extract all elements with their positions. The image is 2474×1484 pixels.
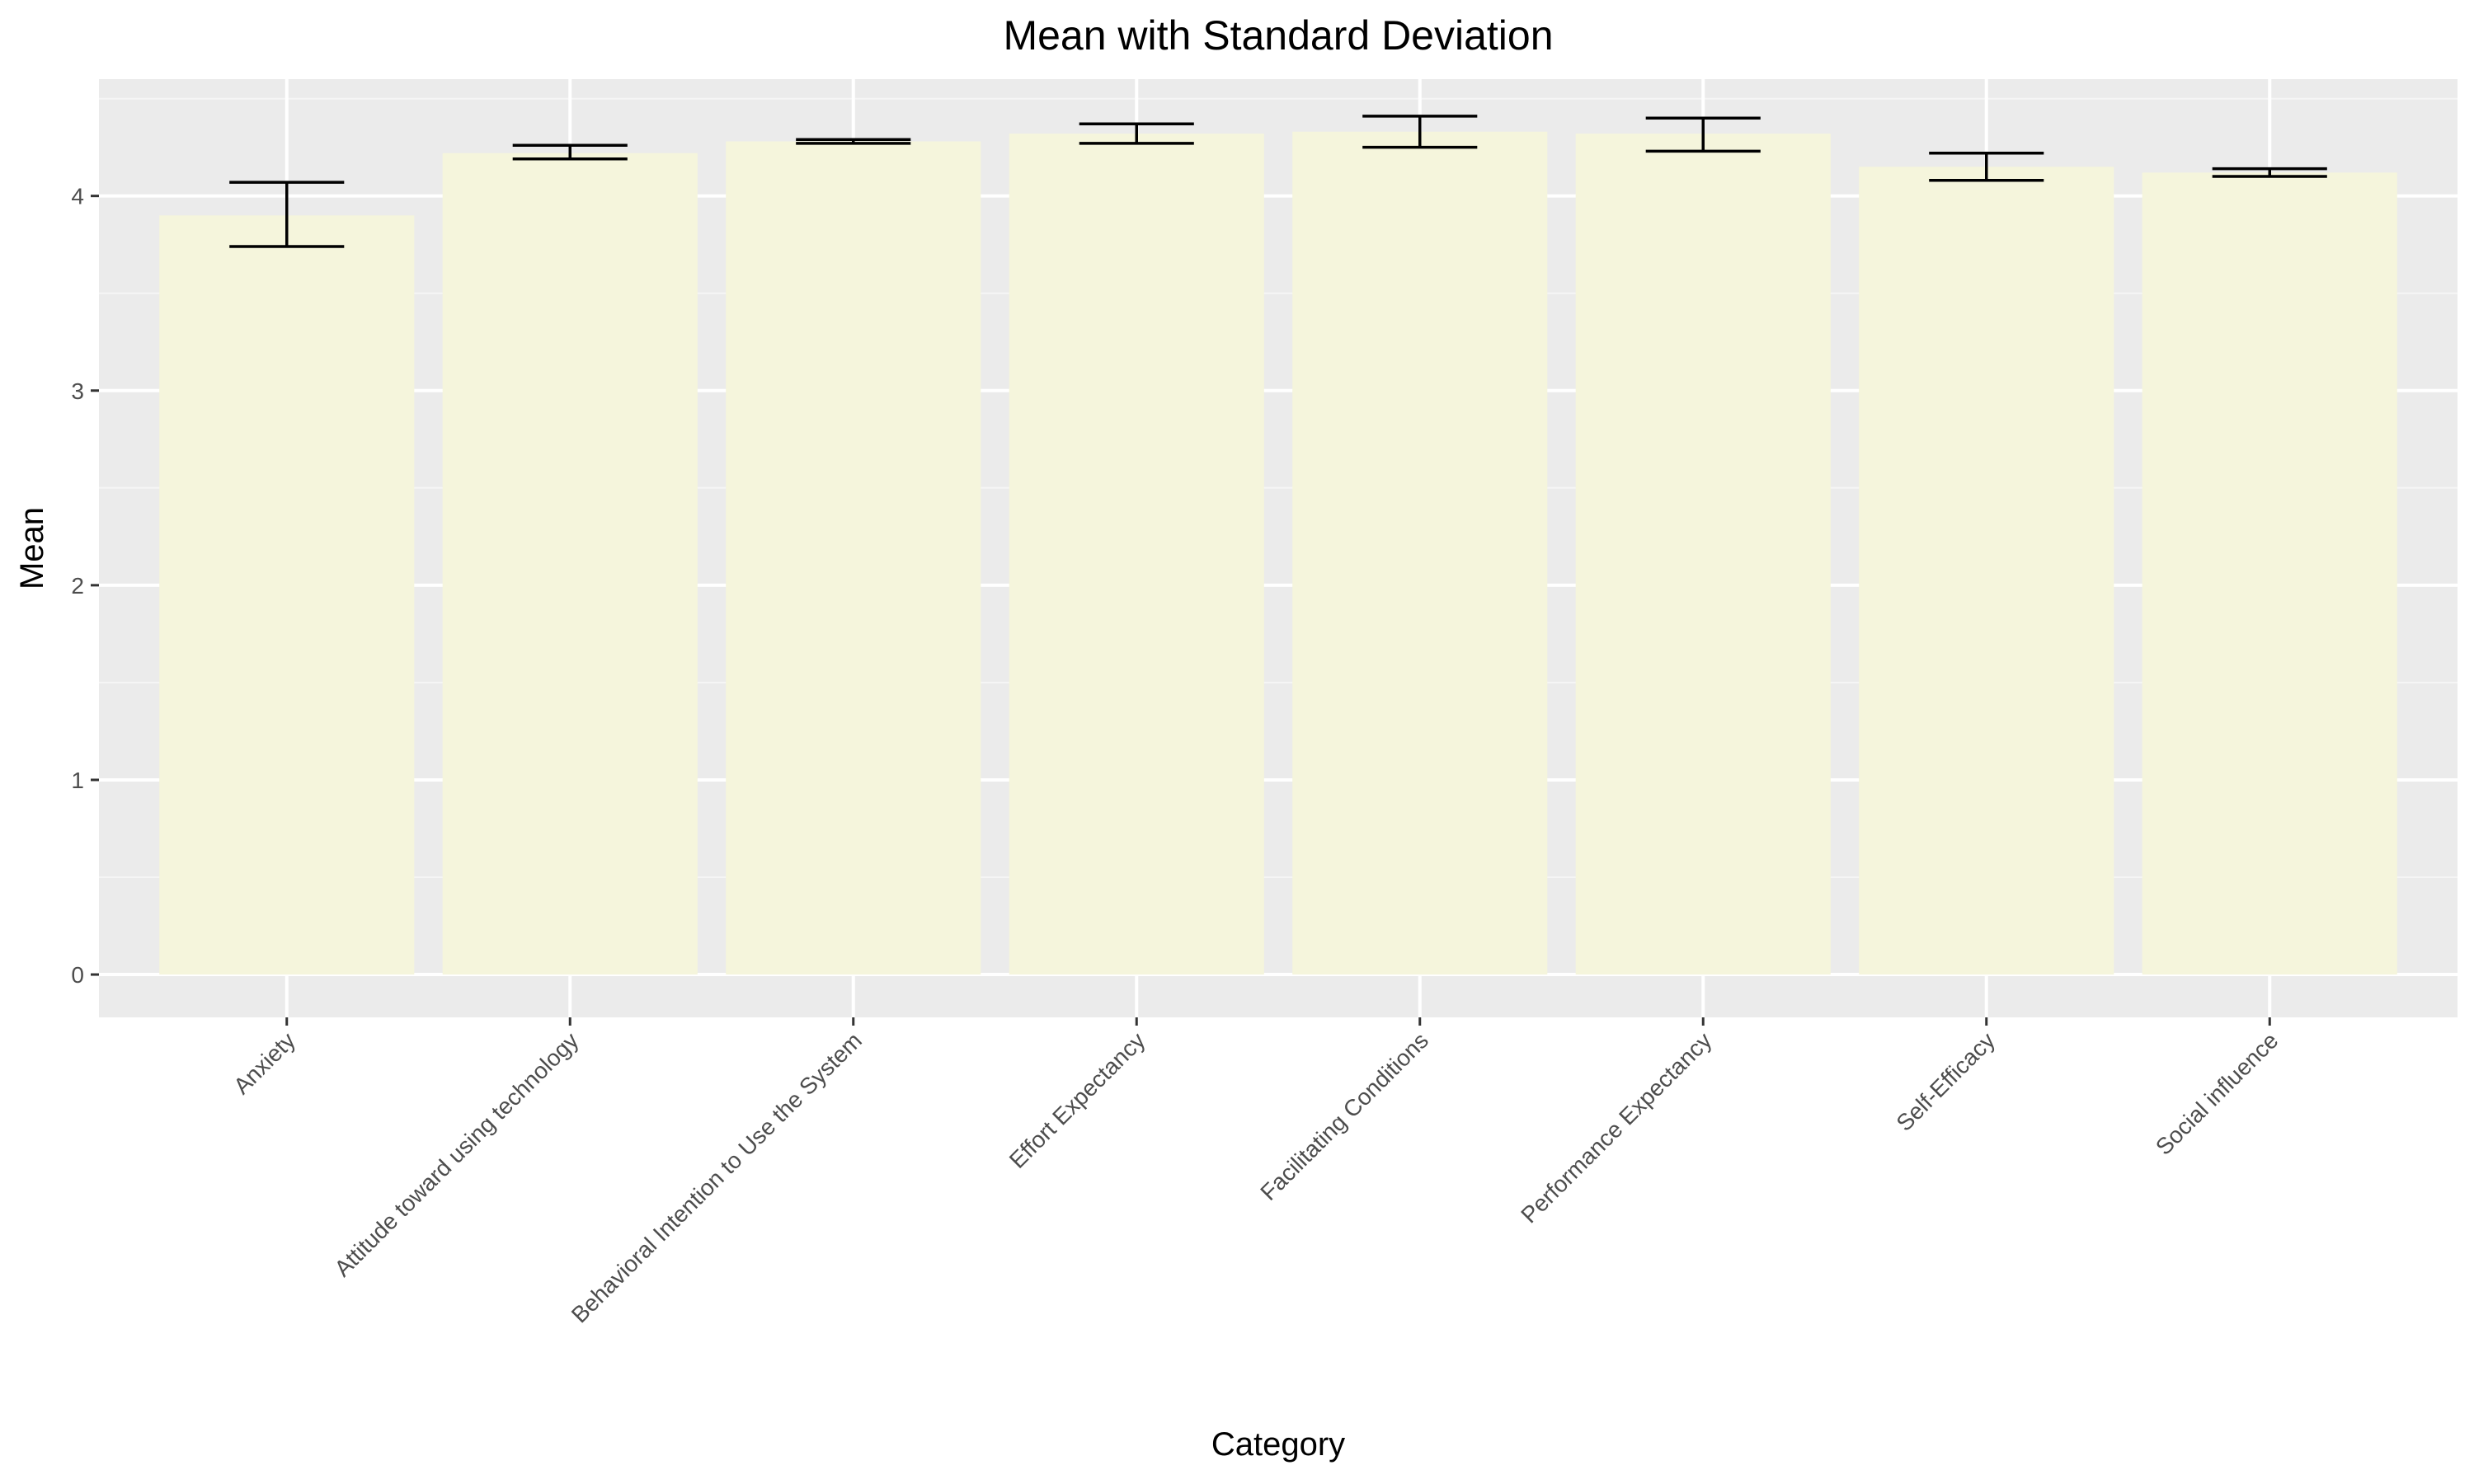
x-tick-label: Effort Expectancy: [1004, 1027, 1150, 1173]
y-tick-label: 4: [71, 184, 84, 209]
bar-4: [1009, 134, 1264, 975]
x-tick-label: Self-Efficacy: [1891, 1027, 2000, 1136]
bar-2: [442, 153, 698, 975]
bar-5: [1292, 131, 1548, 975]
x-tick-label: Attitude toward using technology: [329, 1027, 583, 1281]
bar-7: [1859, 167, 2114, 975]
y-tick-label: 3: [71, 378, 84, 404]
bar-1: [159, 215, 415, 975]
x-axis-title: Category: [1211, 1426, 1345, 1463]
x-tick-label: Performance Expectancy: [1516, 1027, 1716, 1228]
bar-3: [726, 141, 981, 975]
y-tick-label: 2: [71, 573, 84, 599]
bar-8: [2142, 172, 2397, 975]
x-tick-label: Anxiety: [228, 1027, 300, 1099]
x-tick-label: Facilitating Conditions: [1255, 1027, 1433, 1205]
y-tick-label: 0: [71, 962, 84, 988]
y-axis-title: Mean: [14, 507, 50, 589]
y-tick-label: 1: [71, 768, 84, 793]
x-tick-label: Social influence: [2151, 1027, 2284, 1160]
chart-title: Mean with Standard Deviation: [1003, 12, 1553, 59]
bar-6: [1575, 134, 1831, 975]
x-tick-label: Behavioral Intention to Use the System: [567, 1027, 867, 1327]
